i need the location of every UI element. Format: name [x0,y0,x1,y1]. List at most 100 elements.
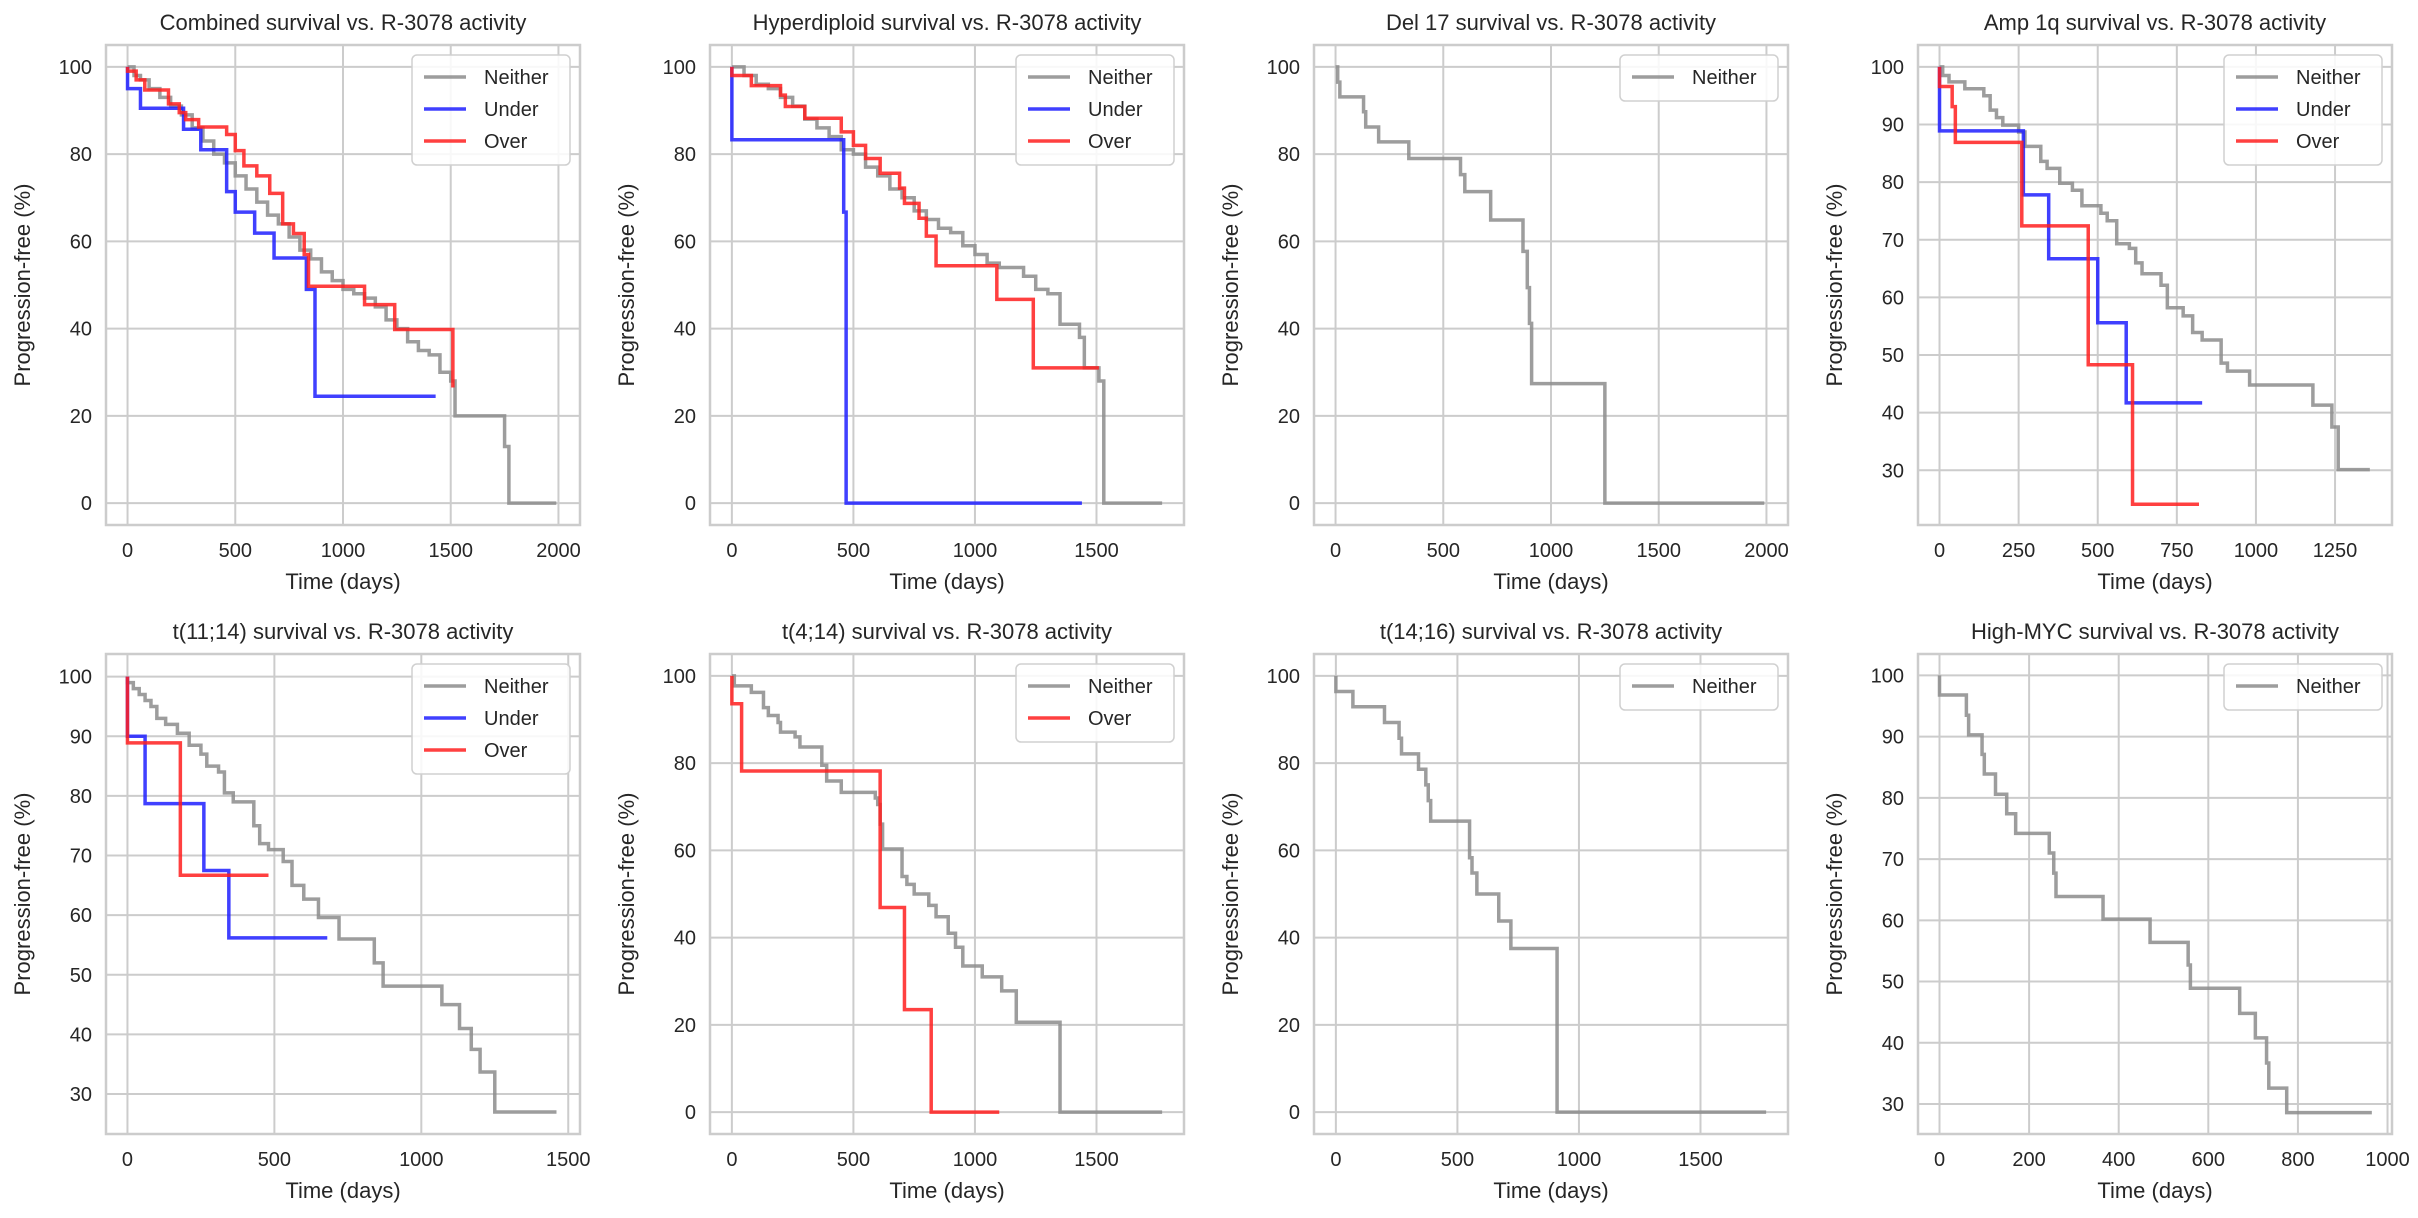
x-tick-label: 600 [2192,1149,2225,1171]
y-tick-label: 90 [1882,115,1904,137]
plot-frame [1916,43,2394,527]
y-tick-label: 0 [1289,493,1300,515]
y-tick-label: 90 [1882,727,1904,749]
x-axis-label: Time (days) [285,1178,400,1203]
y-tick-label: 0 [1289,1102,1300,1124]
y-tick-label: 60 [1882,287,1904,309]
plot-frame [1312,43,1790,527]
y-tick-label: 30 [1882,1094,1904,1116]
y-tick-label: 40 [70,319,92,341]
legend-box [1619,54,1779,102]
y-tick-label: 50 [1882,972,1904,994]
x-axis-label: Time (days) [889,1178,1004,1203]
x-tick-label: 0 [1330,1149,1341,1171]
x-tick-label: 800 [2281,1149,2314,1171]
km-curve-under [125,676,328,940]
x-tick-label: 1000 [321,540,366,562]
legend-label: Under [484,708,539,730]
legend: Neither Under Over [1015,54,1175,166]
y-tick-label: 80 [1882,172,1904,194]
x-tick-label: 500 [837,1149,870,1171]
y-tick-label: 60 [70,905,92,927]
x-tick-label: 0 [122,540,133,562]
y-axis-label: Progression-free (%) [1822,184,1847,387]
chart-title: t(4;14) survival vs. R-3078 activity [782,619,1112,644]
x-tick-label: 250 [2002,540,2035,562]
legend-label: Over [1088,708,1132,730]
y-tick-label: 80 [70,786,92,808]
y-axis-label: Progression-free (%) [1218,793,1243,996]
grid [1918,654,2392,1134]
legend-box [2223,663,2383,711]
x-tick-label: 200 [2012,1149,2045,1171]
y-tick-label: 60 [1882,910,1904,932]
km-curve-over [1937,66,2199,507]
km-curve-under [730,66,1082,505]
legend-label: Neither [1692,676,1757,698]
legend-label: Over [2296,131,2340,153]
y-tick-label: 20 [674,1015,696,1037]
km-curve-under [125,66,436,399]
y-tick-label: 50 [70,965,92,987]
plot-frame [104,43,582,527]
legend-label: Neither [484,67,549,89]
y-axis-label: Progression-free (%) [614,184,639,387]
legend: Neither [1619,54,1779,102]
x-tick-label: 1000 [953,1149,998,1171]
legend-label: Under [1088,99,1143,121]
x-tick-label: 1000 [1529,540,1574,562]
y-tick-label: 40 [1882,1033,1904,1055]
y-axis-label: Progression-free (%) [1218,184,1243,387]
legend-box [2223,54,2383,166]
x-tick-label: 1500 [1636,540,1681,562]
legend: Neither [2223,663,2383,711]
legend: Neither Under Over [411,663,571,775]
y-tick-label: 40 [70,1024,92,1046]
legend: Neither Under Over [2223,54,2383,166]
km-curve-neither [1939,65,2370,472]
km-panel-6: t(4;14) survival vs. R-3078 activity 0 500… [614,619,1186,1203]
legend-label: Neither [1088,67,1153,89]
grid [1314,45,1788,525]
y-axis-label: Progression-free (%) [10,184,35,387]
x-axis-label: Time (days) [2097,569,2212,594]
x-axis-label: Time (days) [889,569,1004,594]
y-tick-label: 70 [1882,230,1904,252]
y-tick-label: 0 [685,493,696,515]
x-tick-label: 1500 [546,1149,591,1171]
chart-title: Combined survival vs. R-3078 activity [160,10,527,35]
y-tick-label: 0 [685,1102,696,1124]
y-tick-label: 80 [1882,788,1904,810]
y-tick-label: 80 [1278,753,1300,775]
y-tick-label: 60 [674,840,696,862]
y-tick-label: 100 [663,57,696,79]
grid [710,654,1184,1134]
x-tick-label: 0 [726,1149,737,1171]
legend-label: Neither [2296,67,2361,89]
y-axis-label: Progression-free (%) [614,793,639,996]
x-axis-label: Time (days) [285,569,400,594]
x-tick-label: 1500 [428,540,473,562]
km-panel-4: Amp 1q survival vs. R-3078 activity 0 250 5… [1822,10,2394,594]
legend-label: Under [484,99,539,121]
x-tick-label: 0 [1934,540,1945,562]
x-tick-label: 500 [219,540,252,562]
x-tick-label: 2000 [536,540,581,562]
y-tick-label: 30 [70,1084,92,1106]
y-tick-label: 100 [1871,57,1904,79]
y-tick-label: 60 [1278,840,1300,862]
y-tick-label: 80 [70,144,92,166]
legend-label: Neither [1692,67,1757,89]
y-tick-label: 40 [1882,403,1904,425]
chart-title: Amp 1q survival vs. R-3078 activity [1984,10,2326,35]
legend-box [411,54,571,166]
km-curve-over [125,676,269,877]
y-tick-label: 40 [674,928,696,950]
x-tick-label: 1500 [1074,540,1119,562]
km-curve-over [730,675,1000,1114]
x-axis-label: Time (days) [2097,1178,2212,1203]
legend: Neither Under Over [411,54,571,166]
y-tick-label: 80 [674,753,696,775]
y-tick-label: 50 [1882,345,1904,367]
x-tick-label: 500 [258,1149,291,1171]
